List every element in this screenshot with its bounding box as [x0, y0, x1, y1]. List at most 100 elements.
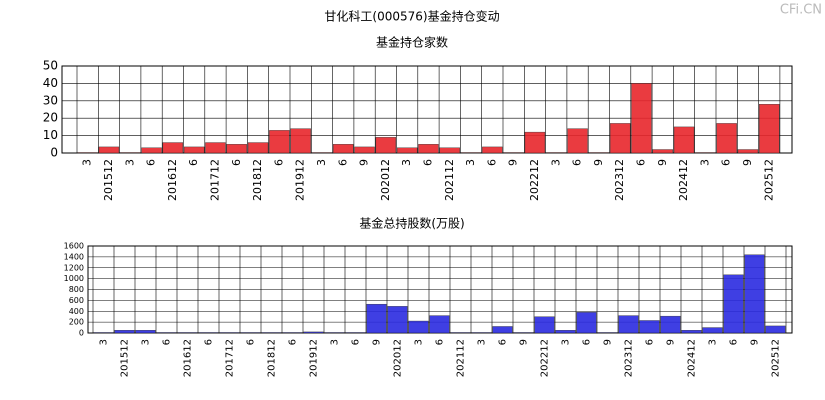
x-tick-label: 6 [498, 339, 509, 345]
bar [471, 332, 492, 334]
bar [311, 152, 333, 154]
bar [226, 144, 247, 154]
bar [513, 332, 534, 334]
bar [695, 152, 716, 154]
x-tick-label: 6 [187, 159, 200, 166]
bar [162, 142, 184, 154]
x-tick-label: 6 [571, 159, 584, 166]
bar [450, 332, 471, 334]
bar [408, 320, 429, 334]
bar [744, 254, 765, 334]
bar [482, 146, 503, 154]
x-tick-label: 6 [162, 339, 173, 345]
y-tick-label: 1200 [64, 263, 84, 272]
y-tick-label: 400 [69, 307, 84, 316]
x-tick-label: 6 [485, 159, 498, 166]
x-tick-label: 201512 [120, 339, 131, 377]
x-tick-label: 6 [336, 159, 349, 166]
x-tick-label: 6 [720, 159, 733, 166]
bar [681, 330, 702, 334]
bar [98, 146, 120, 154]
x-tick-label: 202412 [687, 339, 698, 377]
bar [135, 330, 156, 334]
y-tick-label: 200 [69, 318, 84, 327]
bar [429, 315, 450, 334]
bar [660, 315, 681, 334]
x-tick-label: 201612 [183, 339, 194, 377]
x-tick-label: 9 [519, 339, 530, 345]
x-tick-label: 6 [145, 159, 158, 166]
x-tick-label: 6 [582, 339, 593, 345]
bar [114, 330, 135, 334]
x-tick-label: 6 [729, 339, 740, 345]
x-tick-label: 6 [230, 159, 243, 166]
bar [219, 332, 240, 334]
x-tick-label: 3 [464, 159, 477, 166]
watermark: CFi.CN [780, 3, 822, 18]
bar [354, 146, 375, 154]
x-tick-label: 202512 [771, 339, 782, 377]
bar [333, 144, 354, 154]
bar [639, 320, 660, 334]
y-tick-label: 1600 [64, 242, 84, 251]
bar [375, 137, 397, 154]
bar [652, 149, 673, 154]
bar [723, 274, 744, 334]
x-tick-label: 3 [698, 159, 711, 166]
bar [534, 316, 555, 334]
bar [120, 152, 141, 154]
x-tick-label: 9 [666, 339, 677, 345]
bar [737, 149, 759, 154]
x-tick-label: 202312 [613, 159, 626, 201]
page-title: 甘化科工(000576)基金持仓变动 [324, 9, 499, 24]
x-tick-label: 201712 [208, 159, 221, 201]
y-tick-label: 20 [43, 111, 58, 125]
bar [261, 332, 282, 334]
x-tick-label: 202512 [762, 159, 775, 201]
bar [618, 315, 639, 334]
bar [303, 331, 324, 334]
x-tick-label: 201812 [267, 339, 278, 377]
x-tick-label: 6 [435, 339, 446, 345]
y-tick-label: 40 [43, 76, 58, 90]
y-tick-label: 0 [50, 146, 58, 160]
x-tick-label: 3 [708, 339, 719, 345]
bar [141, 147, 162, 154]
bar [290, 128, 311, 154]
x-tick-label: 9 [656, 159, 669, 166]
x-tick-label: 3 [414, 339, 425, 345]
bar [492, 326, 513, 334]
bar [588, 152, 610, 154]
x-tick-label: 6 [634, 159, 647, 166]
x-tick-label: 9 [750, 339, 761, 345]
bar [555, 330, 576, 334]
x-tick-label: 202312 [624, 339, 635, 377]
x-tick-label: 201912 [309, 339, 320, 377]
bar [524, 131, 546, 154]
x-tick-label: 201712 [225, 339, 236, 377]
bar [439, 147, 460, 154]
bar [282, 332, 303, 334]
x-tick-label: 9 [358, 159, 371, 166]
bar [503, 152, 524, 154]
y-tick-label: 10 [43, 128, 58, 142]
x-tick-label: 201512 [102, 159, 115, 201]
x-tick-label: 202212 [540, 339, 551, 377]
x-tick-label: 6 [421, 159, 434, 166]
bar [77, 152, 98, 154]
bar [546, 152, 567, 154]
x-tick-label: 3 [330, 339, 341, 345]
y-tick-label: 50 [43, 59, 58, 73]
y-tick-label: 30 [43, 93, 58, 107]
chart-title: 基金总持股数(万股) [359, 216, 464, 231]
bar [183, 146, 205, 154]
x-tick-label: 6 [288, 339, 299, 345]
y-tick-label: 600 [69, 296, 84, 305]
bar [345, 332, 366, 334]
bar [460, 152, 482, 154]
y-tick-label: 1400 [64, 252, 84, 261]
x-tick-label: 6 [645, 339, 656, 345]
x-tick-label: 3 [400, 159, 413, 166]
bar [716, 123, 737, 154]
bar [567, 128, 588, 154]
